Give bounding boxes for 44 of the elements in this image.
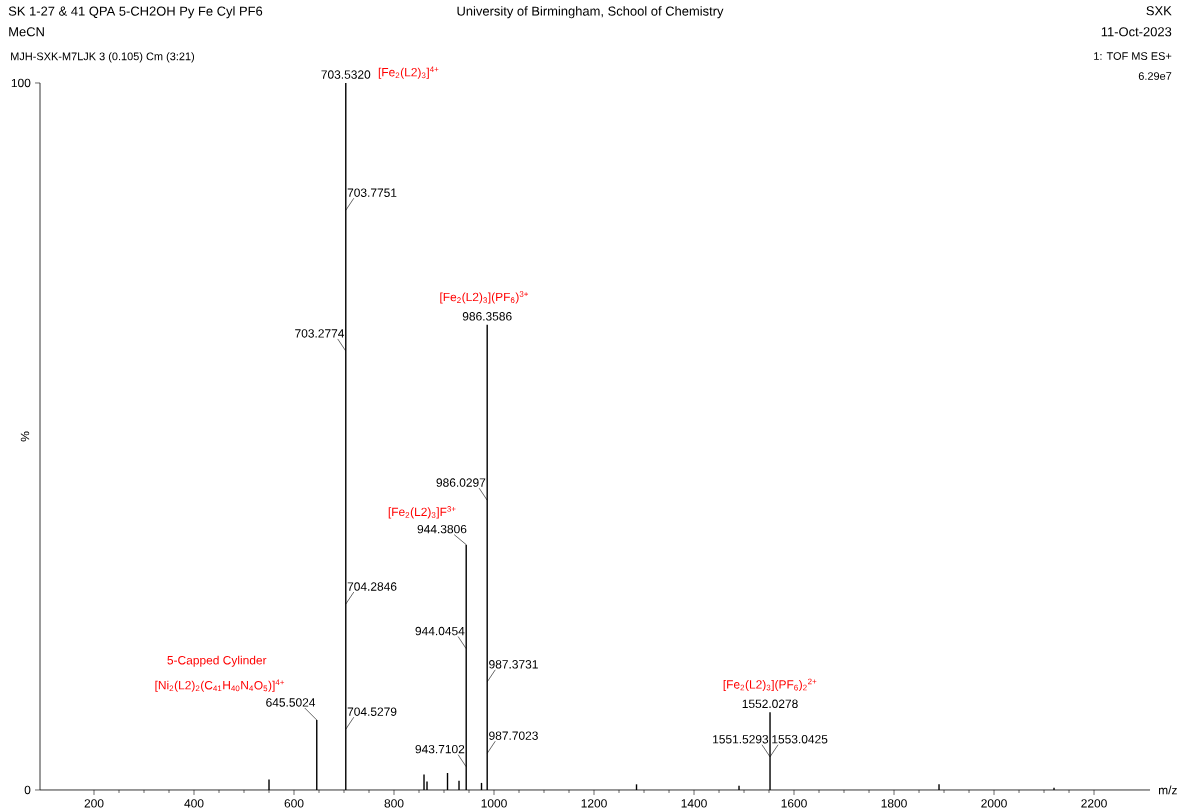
annotation: 645.5024 (266, 698, 316, 707)
text: [Ni$_{2}$(L2)$_{2}$(C$_{41}$H$_{40}$N$_{4}$O$_{5}$)]$^{4+}$ (155, 679, 285, 692)
annotation: 987.3731 (489, 660, 538, 669)
annotation: [Fe$_{2}$(L2)$_{3}$](PF$_{6}$)$^{3+}$ (440, 291, 529, 304)
x-tick-label: 1000 (481, 799, 507, 808)
x-tick-label: 200 (84, 799, 104, 808)
x-tick-label: 2200 (1081, 799, 1107, 808)
annotation: 703.7751 (347, 188, 397, 197)
x-tick-label: 2000 (981, 799, 1007, 808)
annotation: 5-Capped Cylinder (167, 655, 267, 667)
x-tick-label: 800 (384, 799, 404, 808)
x-tick-label: 600 (284, 799, 304, 808)
annotation: 1552.0278 (742, 699, 798, 709)
annotation: 944.0454 (415, 626, 465, 636)
annotation: 943.7102 (415, 744, 465, 754)
annotation: [Fe$_{2}$(L2)$_{3}$]F$^{3+}$ (388, 506, 456, 519)
annotation: 703.5320 (321, 70, 371, 79)
annotation: 1551.5293 (713, 735, 769, 744)
annotation: 703.2774 (295, 329, 345, 338)
annotation: 987.7023 (489, 731, 538, 740)
annotation: 704.2846 (347, 582, 397, 591)
x-tick-label: 1400 (681, 799, 707, 808)
y-tick-label: 100 (11, 78, 31, 88)
text: University of Birmingham, School of Chemistry (457, 6, 724, 19)
y-tick-label: 0 (24, 785, 31, 795)
text: 11-Oct-2023 (1101, 27, 1172, 37)
text: 6.29e7 (1138, 72, 1172, 80)
annotation: 704.5279 (347, 707, 397, 716)
annotation: 986.3586 (462, 312, 512, 321)
chart-title: SK 1-27 & 41 QPA 5-CH2OH Py Fe Cyl PF6 (8, 6, 263, 19)
x-tick-label: 400 (184, 799, 204, 808)
annotation: 944.3806 (417, 524, 467, 534)
x-tick-label: 1200 (581, 799, 607, 808)
annotation: 986.0297 (436, 478, 486, 487)
text: MJH-SXK-M7LJK 3 (0.105) Cm (3:21) (11, 52, 195, 63)
text: 1: TOF MS ES+ (1094, 52, 1172, 60)
text: SXK (1146, 6, 1172, 16)
x-tick-label: 1600 (781, 799, 807, 808)
annotation: [Fe$_{2}$(L2)$_{3}$]$^{4+}$ (378, 66, 439, 79)
annotation: 1553.0425 (772, 735, 828, 744)
x-tick-label: 1800 (881, 799, 907, 808)
y-axis-title: % (20, 431, 30, 442)
x-axis-title: m/z (1158, 785, 1177, 795)
chart-subtitle: MeCN (9, 27, 44, 37)
